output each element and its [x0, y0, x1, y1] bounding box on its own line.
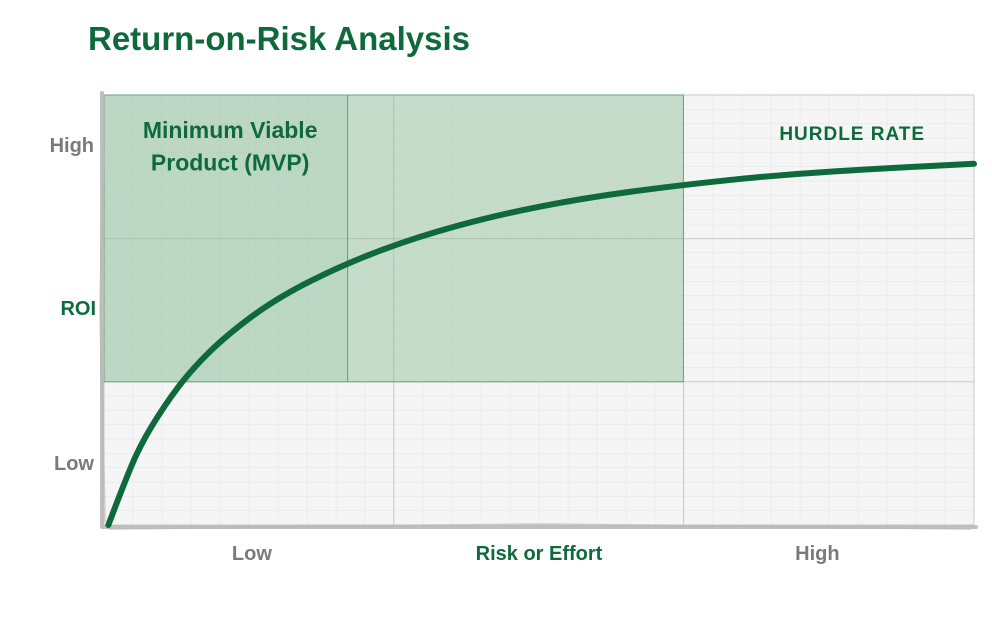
y-tick-low: Low [34, 453, 94, 476]
x-tick-high: High [757, 543, 877, 566]
chart-title: Return-on-Risk Analysis [88, 20, 470, 58]
mvp-region-right [348, 95, 684, 382]
y-tick-high: High [34, 135, 94, 158]
hurdle-rate-label: HURDLE RATE [779, 124, 925, 145]
plot-area: Minimum Viable Product (MVP) HURDLE RATE [104, 95, 974, 525]
mvp-label-line2: Product (MVP) [151, 149, 309, 175]
chart-container: Return-on-Risk Analysis High ROI Low Low… [0, 0, 992, 631]
y-axis-label: ROI [26, 298, 96, 321]
x-tick-low: Low [192, 543, 312, 566]
x-axis-label: Risk or Effort [439, 543, 639, 566]
mvp-label-line1: Minimum Viable [143, 117, 318, 143]
